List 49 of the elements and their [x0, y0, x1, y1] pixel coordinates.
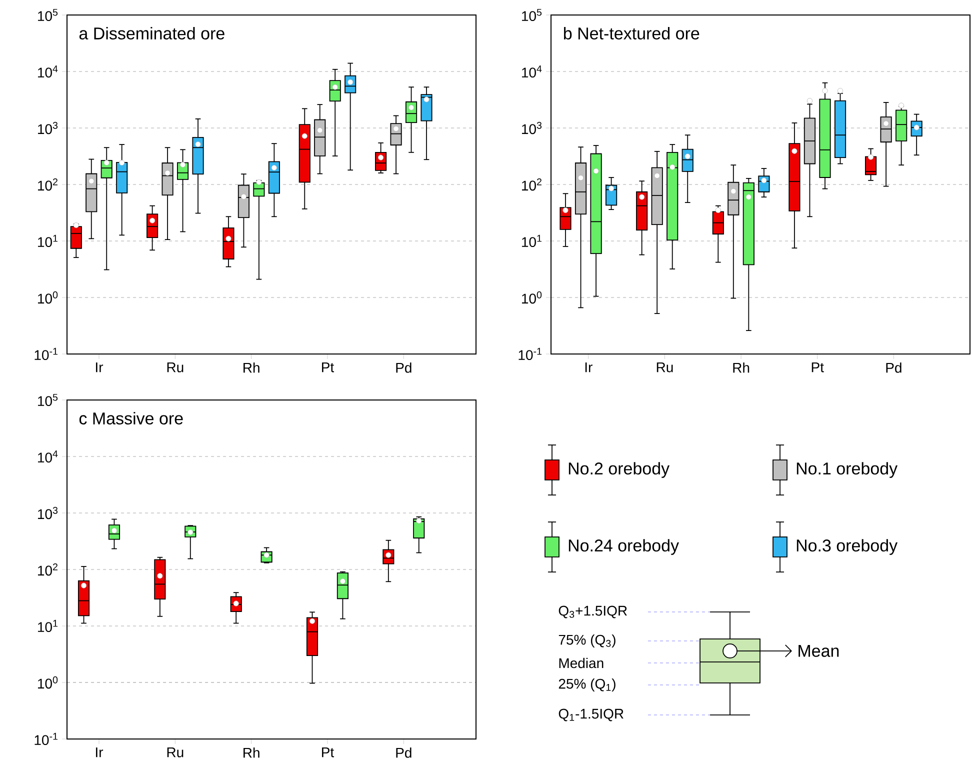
x-tick-label: Pd [396, 362, 412, 373]
text: 75% (Q$_{3}$) [558, 634, 616, 648]
x-tick-label: Pd [886, 362, 902, 373]
x-tick-label: Pd [396, 747, 412, 758]
y-tick-label: 10$^{0}$ [38, 676, 58, 689]
legend-label: No.1 orebody [796, 462, 898, 478]
y-tick-label: 10$^{-1}$ [518, 348, 542, 360]
x-tick-label: Pt [322, 747, 334, 758]
x-tick-label: Rh [244, 747, 260, 758]
x-tick-label: Ru [167, 747, 184, 758]
x-tick-label: Ir [585, 362, 592, 372]
text: Q$_{3}$+1.5IQR [558, 606, 627, 618]
y-tick-label: 10$^{0}$ [522, 291, 542, 304]
text: b Net-textured ore [564, 27, 700, 40]
y-tick-label: 10$^{3}$ [522, 122, 542, 134]
y-tick-label: 10$^{0}$ [38, 291, 58, 304]
y-tick-label: 10$^{-1}$ [34, 348, 58, 360]
y-tick-label: 10$^{5}$ [522, 8, 542, 22]
y-tick-label: 10$^{2}$ [38, 178, 58, 191]
y-tick-label: 10$^{4}$ [38, 65, 58, 78]
x-tick-label: Pt [812, 362, 824, 372]
legend-label: No.3 orebody [796, 539, 898, 555]
legend-label: No.2 orebody [568, 462, 670, 478]
text: Mean [798, 645, 839, 657]
y-tick-label: 10$^{5}$ [38, 8, 58, 22]
y-tick-label: 10$^{1}$ [38, 234, 58, 248]
y-tick-label: 10$^{4}$ [522, 65, 542, 78]
legend-label: No.24 orebody [568, 539, 679, 555]
x-tick-label: Rh [244, 362, 260, 373]
y-tick-label: 10$^{2}$ [38, 563, 58, 576]
y-tick-label: 10$^{2}$ [522, 178, 542, 191]
text: a Disseminated ore [79, 27, 224, 40]
y-tick-label: 10$^{4}$ [38, 450, 58, 463]
y-tick-label: 10$^{3}$ [38, 506, 58, 520]
y-tick-label: 10$^{1}$ [38, 620, 58, 632]
x-tick-label: Pt [322, 362, 334, 372]
x-tick-label: Ru [656, 362, 673, 372]
x-tick-label: Ir [96, 747, 104, 758]
text: Median [559, 658, 604, 668]
x-tick-label: Ru [167, 362, 184, 372]
y-tick-label: 10$^{5}$ [38, 394, 58, 406]
text: Q$_{1}$-1.5IQR [558, 708, 624, 722]
text: c Massive ore [79, 412, 183, 424]
x-tick-label: Rh [733, 362, 750, 373]
y-tick-label: 10$^{-1}$ [34, 732, 58, 746]
y-tick-label: 10$^{3}$ [38, 122, 58, 134]
x-tick-label: Ir [96, 362, 104, 372]
text: 25% (Q$_{1}$) [558, 678, 616, 692]
y-tick-label: 10$^{1}$ [522, 234, 542, 248]
